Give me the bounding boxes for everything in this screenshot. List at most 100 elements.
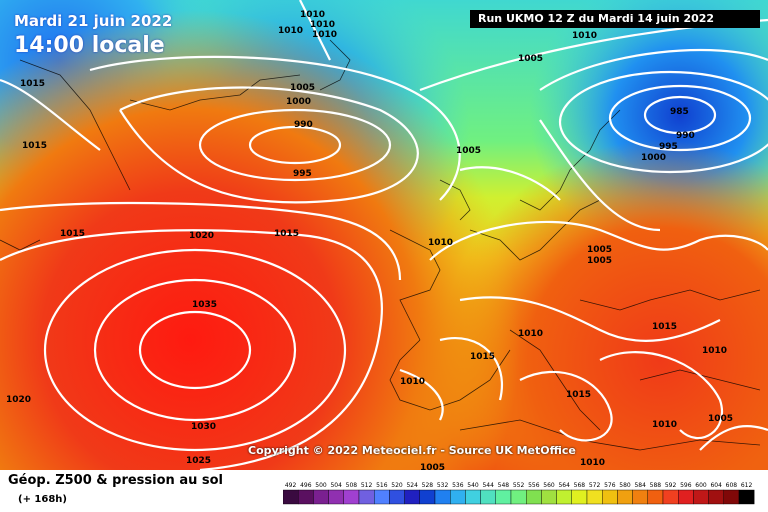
- legend-value: 504: [330, 482, 342, 489]
- isobar-label: 1015: [20, 79, 45, 89]
- legend-swatch: [541, 489, 557, 505]
- isobar-label: 1005: [456, 146, 481, 156]
- legend-swatch: [328, 489, 344, 505]
- legend-value: 512: [361, 482, 373, 489]
- legend-value: 572: [589, 482, 601, 489]
- legend-value: 548: [498, 482, 510, 489]
- legend-swatch: [313, 489, 329, 505]
- isobar-label: 1005: [518, 54, 543, 64]
- legend-swatch: [617, 489, 633, 505]
- legend-value: 584: [634, 482, 646, 489]
- weather-map: 1010 1010 1010 1010 1010 1005 1015 1015 …: [0, 0, 768, 470]
- legend-value: 524: [406, 482, 418, 489]
- isobar-label: 1015: [652, 322, 677, 332]
- legend-value: 596: [680, 482, 692, 489]
- isobar-label: 1025: [186, 456, 211, 466]
- isobar-label: 1010: [300, 10, 325, 20]
- legend-swatch: [373, 489, 390, 505]
- legend-value: 492: [285, 482, 297, 489]
- isobar-label: 1005: [420, 463, 445, 470]
- isobar-label: 1010: [310, 20, 335, 30]
- legend-value: 520: [391, 482, 403, 489]
- isobar-label: 1015: [566, 390, 591, 400]
- legend-swatch: [510, 489, 527, 505]
- legend-value: 544: [482, 482, 494, 489]
- legend-swatch: [602, 489, 618, 505]
- forecast-range: (+ 168h): [18, 494, 67, 505]
- isobar-label: 1015: [470, 352, 495, 362]
- isobar-label: 1010: [518, 329, 543, 339]
- isobar-label: 1005: [708, 414, 733, 424]
- isobar-label: 1020: [189, 231, 214, 241]
- legend-swatch: [662, 489, 679, 505]
- legend-swatch: [556, 489, 573, 505]
- legend-value: 560: [543, 482, 555, 489]
- legend-value: 604: [710, 482, 722, 489]
- isobar-labels: 1010 1010 1010 1010 1010 1005 1015 1015 …: [6, 10, 733, 470]
- legend-value: 540: [467, 482, 479, 489]
- legend-value: 588: [650, 482, 662, 489]
- forecast-date: Mardi 21 juin 2022: [14, 12, 173, 30]
- isobar-label: 1015: [60, 229, 85, 239]
- isobar-label: 995: [293, 169, 312, 179]
- isobar-label: 1005: [587, 245, 612, 255]
- isobar-label: 1010: [652, 420, 677, 430]
- legend-swatch: [495, 489, 512, 505]
- isobar-label: 990: [294, 120, 313, 130]
- legend-value: 576: [604, 482, 616, 489]
- isobar-label: 1015: [22, 141, 47, 151]
- isobar-label: 1000: [641, 153, 666, 163]
- legend-value: 612: [741, 482, 753, 489]
- isobar-label: 1010: [400, 377, 425, 387]
- legend-value: 508: [346, 482, 358, 489]
- legend-value: 496: [300, 482, 312, 489]
- legend-swatch: [647, 489, 664, 505]
- map-title: Géop. Z500 & pression au sol: [8, 473, 223, 488]
- isobar-label: 990: [676, 131, 695, 141]
- legend-swatch: [283, 489, 299, 505]
- legend-value: 528: [422, 482, 434, 489]
- legend-swatch: [632, 489, 649, 505]
- legend-value: 592: [665, 482, 677, 489]
- isobar-label: 1010: [428, 238, 453, 248]
- legend-swatch: [738, 489, 755, 505]
- legend-swatch: [525, 489, 542, 505]
- legend-swatch: [343, 489, 360, 505]
- isobar-label: 1035: [192, 300, 217, 310]
- legend-swatch: [693, 489, 709, 505]
- isobar-label: 1005: [290, 83, 315, 93]
- legend-swatch: [678, 489, 694, 505]
- legend-value: 580: [619, 482, 631, 489]
- legend-swatch: [389, 489, 405, 505]
- legend-swatch: [297, 489, 314, 505]
- legend-swatch: [708, 489, 725, 505]
- legend-swatch: [434, 489, 451, 505]
- legend-value: 500: [315, 482, 327, 489]
- legend-swatch: [419, 489, 436, 505]
- isobar-label: 1010: [312, 30, 337, 40]
- legend-swatch: [465, 489, 481, 505]
- legend-swatch: [358, 489, 375, 505]
- legend-swatch: [571, 489, 588, 505]
- legend-value: 568: [574, 482, 586, 489]
- legend-swatch: [723, 489, 740, 505]
- isobar-label: 1010: [580, 458, 605, 468]
- isobar-label: 985: [670, 107, 689, 117]
- isobar-label: 1015: [274, 229, 299, 239]
- isobar-lines: [0, 0, 768, 470]
- isobar-label: 1010: [702, 346, 727, 356]
- color-scale-legend: 492 496 500 504 508 512 516 520 524 528 532 536 540 5…: [283, 482, 755, 505]
- legend-value: 556: [528, 482, 540, 489]
- isobar-label: 1000: [286, 97, 311, 107]
- legend-value: 600: [695, 482, 707, 489]
- run-label: Run UKMO 12 Z du Mardi 14 juin 2022: [470, 10, 760, 28]
- forecast-time: 14:00 locale: [14, 33, 165, 58]
- legend-value: 552: [513, 482, 525, 489]
- legend-value: 564: [558, 482, 570, 489]
- isobar-label: 1010: [572, 31, 597, 41]
- legend-value: 536: [452, 482, 464, 489]
- legend-value: 532: [437, 482, 449, 489]
- isobar-label: 1030: [191, 422, 216, 432]
- legend-swatch: [449, 489, 466, 505]
- copyright-text: Copyright © 2022 Meteociel.fr - Source U…: [248, 444, 576, 457]
